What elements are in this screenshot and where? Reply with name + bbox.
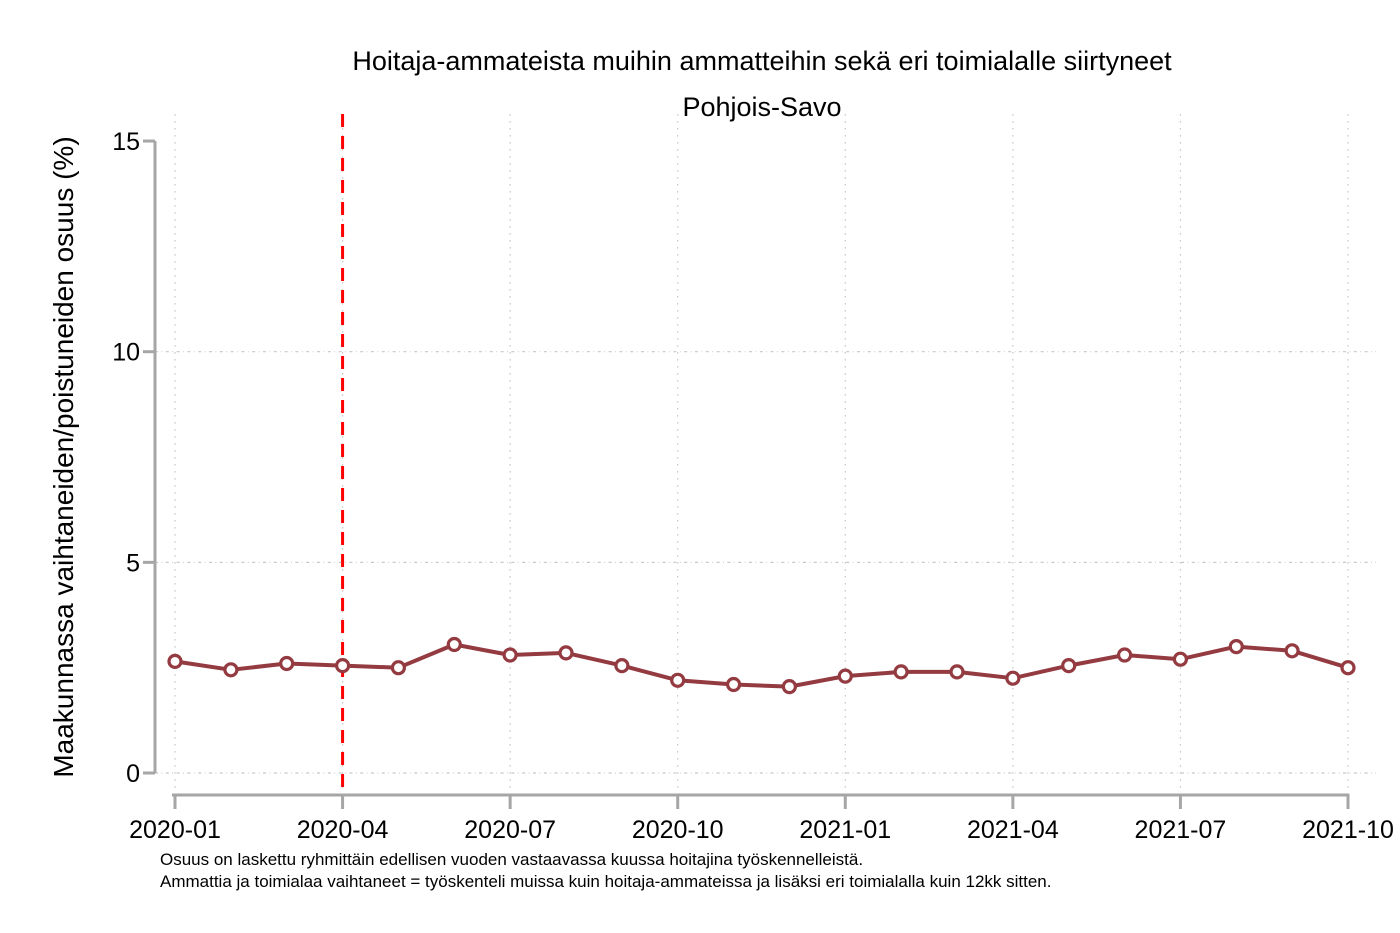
chart-header: Hoitaja-ammateista muihin ammatteihin se… bbox=[124, 38, 1400, 130]
data-point-marker bbox=[949, 664, 965, 680]
data-point-marker bbox=[781, 678, 798, 695]
data-point-marker bbox=[1172, 651, 1189, 667]
data-point-marker bbox=[1116, 647, 1133, 663]
y-tick-label: 5 bbox=[126, 549, 140, 577]
chart-notes: Osuus on laskettu ryhmittäin edellisen v… bbox=[160, 849, 1360, 893]
chart-note-line: Ammattia ja toimialaa vaihtaneet = työsk… bbox=[160, 872, 1052, 891]
data-point-marker bbox=[1061, 657, 1077, 674]
data-point-marker bbox=[558, 645, 574, 661]
data-point-marker bbox=[167, 653, 183, 670]
data-point-marker bbox=[279, 655, 295, 672]
data-point-marker bbox=[893, 664, 909, 680]
data-point-marker bbox=[1005, 670, 1021, 686]
x-tick-label: 2020-10 bbox=[632, 816, 724, 844]
data-point-marker bbox=[446, 636, 462, 653]
x-tick-label: 2021-10 bbox=[1302, 816, 1394, 844]
x-tick-label: 2021-04 bbox=[967, 816, 1059, 844]
data-line bbox=[173, 642, 1350, 689]
y-tick-label: 15 bbox=[112, 128, 140, 156]
data-point-marker bbox=[614, 657, 630, 674]
data-point-marker bbox=[335, 657, 351, 674]
data-point-marker bbox=[670, 672, 686, 688]
data-point-marker bbox=[223, 662, 239, 678]
x-tick-label: 2020-01 bbox=[129, 816, 221, 844]
data-point-marker bbox=[1284, 643, 1300, 659]
data-point-marker bbox=[390, 660, 406, 676]
y-tick-label: 0 bbox=[126, 760, 140, 788]
y-tick-label: 10 bbox=[112, 339, 140, 367]
x-tick-label: 2021-01 bbox=[799, 816, 891, 844]
data-point-marker bbox=[1228, 638, 1244, 655]
x-tick-label: 2021-07 bbox=[1135, 816, 1227, 844]
data-point-marker bbox=[1340, 660, 1356, 676]
data-point-marker bbox=[725, 676, 742, 693]
chart-note-line: Osuus on laskettu ryhmittäin edellisen v… bbox=[160, 850, 864, 869]
x-tick-label: 2020-07 bbox=[464, 816, 556, 844]
data-point-marker bbox=[502, 647, 518, 663]
chart-subtitle: Pohjois-Savo bbox=[682, 92, 842, 122]
x-tick-label: 2020-04 bbox=[297, 816, 389, 844]
chart-title: Hoitaja-ammateista muihin ammatteihin se… bbox=[352, 46, 1172, 76]
data-point-marker bbox=[837, 668, 853, 684]
